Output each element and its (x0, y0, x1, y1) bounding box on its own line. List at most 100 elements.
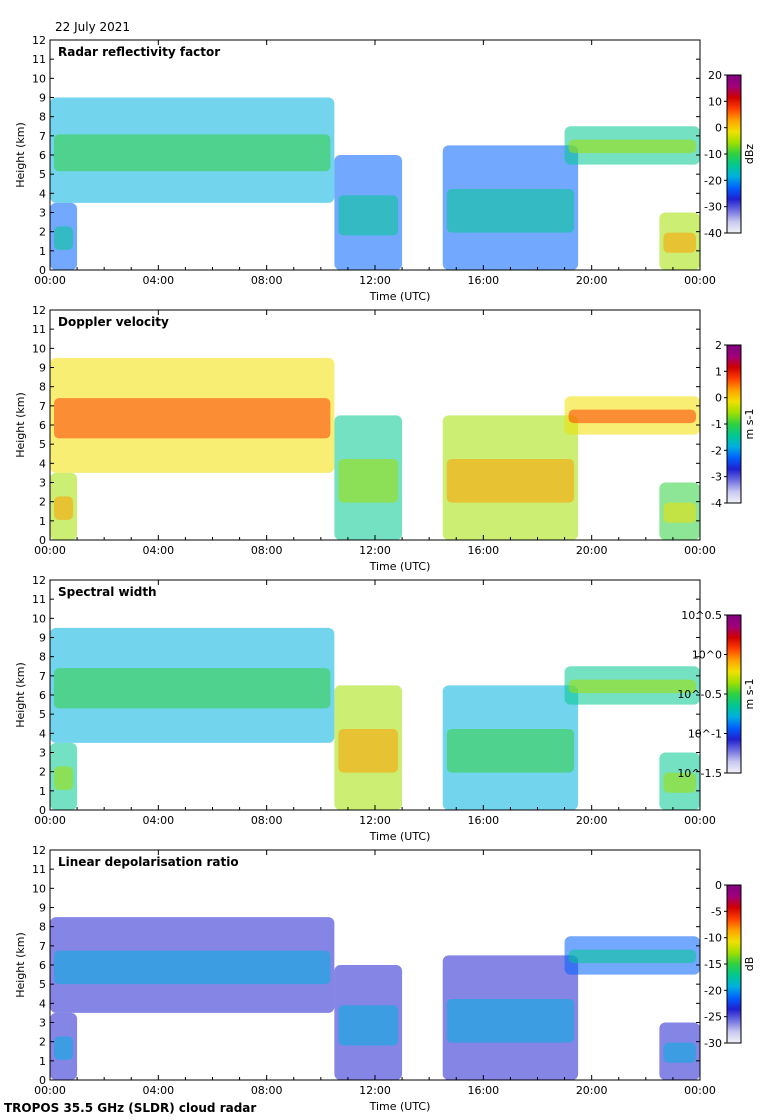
colorbar-tick-label: -2 (711, 444, 722, 457)
colorbar-tick-label: 20 (708, 69, 722, 82)
x-tick-label: 16:00 (467, 1084, 499, 1097)
y-tick-label: 6 (39, 959, 46, 972)
echo-core (54, 134, 331, 172)
x-tick-label: 20:00 (576, 274, 608, 287)
colorbar-tick-label: -10 (704, 148, 722, 161)
echo-core (663, 1042, 696, 1063)
panel-title: Linear depolarisation ratio (58, 855, 239, 869)
echo-core (446, 459, 575, 503)
y-tick-label: 11 (32, 323, 46, 336)
y-tick-label: 4 (39, 997, 46, 1010)
instrument-label: TROPOS 35.5 GHz (SLDR) cloud radar (4, 1101, 257, 1115)
y-tick-label: 7 (39, 940, 46, 953)
date-label: 22 July 2021 (55, 20, 131, 34)
y-tick-label: 4 (39, 727, 46, 740)
y-axis-label: Height (km) (14, 662, 27, 728)
x-tick-label: 16:00 (467, 544, 499, 557)
colorbar-tick-label: -4 (711, 497, 722, 510)
colorbar (726, 614, 742, 774)
colorbar (726, 884, 742, 1044)
x-tick-label: 04:00 (142, 814, 174, 827)
y-tick-label: 11 (32, 593, 46, 606)
x-tick-label: 08:00 (251, 1084, 283, 1097)
y-tick-label: 5 (39, 168, 46, 181)
colorbar-tick-label: 10^-1 (688, 728, 722, 741)
y-tick-label: 1 (39, 1055, 46, 1068)
colorbar-tick-label: -1 (711, 418, 722, 431)
colorbar-tick-label: -3 (711, 471, 722, 484)
colorbar-tick-label: 10^-1.5 (677, 767, 722, 780)
colorbar (726, 74, 742, 234)
y-tick-label: 3 (39, 477, 46, 490)
y-tick-label: 1 (39, 245, 46, 258)
y-axis-label: Height (km) (14, 392, 27, 458)
colorbar-tick-label: 0 (715, 392, 722, 405)
y-tick-label: 12 (32, 34, 46, 47)
echo-core (338, 195, 399, 236)
x-tick-label: 16:00 (467, 814, 499, 827)
colorbar-tick-label: -30 (704, 1037, 722, 1050)
y-tick-label: 10 (32, 882, 46, 895)
y-tick-label: 3 (39, 207, 46, 220)
x-tick-label: 00:00 (684, 1084, 716, 1097)
x-tick-label: 16:00 (467, 274, 499, 287)
x-tick-label: 08:00 (251, 814, 283, 827)
colorbar-tick-label: 10^-0.5 (677, 688, 722, 701)
x-tick-label: 12:00 (359, 544, 391, 557)
colorbar-tick-label: -40 (704, 227, 722, 240)
colorbar-tick-label: -20 (704, 984, 722, 997)
y-tick-label: 8 (39, 651, 46, 664)
y-tick-label: 1 (39, 785, 46, 798)
y-tick-label: 9 (39, 902, 46, 915)
y-tick-label: 7 (39, 400, 46, 413)
colorbar (726, 344, 742, 504)
x-tick-label: 00:00 (34, 544, 66, 557)
x-tick-label: 12:00 (359, 814, 391, 827)
x-tick-label: 12:00 (359, 274, 391, 287)
y-tick-label: 4 (39, 187, 46, 200)
x-tick-label: 04:00 (142, 1084, 174, 1097)
x-tick-label: 00:00 (34, 814, 66, 827)
echo-core (54, 1036, 74, 1060)
x-tick-label: 08:00 (251, 544, 283, 557)
y-tick-label: 10 (32, 612, 46, 625)
y-tick-label: 6 (39, 689, 46, 702)
colorbar-label: m s-1 (743, 679, 756, 710)
echo-core (54, 398, 331, 439)
y-tick-label: 12 (32, 574, 46, 587)
y-tick-label: 2 (39, 766, 46, 779)
colorbar-label: m s-1 (743, 409, 756, 440)
x-tick-label: 20:00 (576, 1084, 608, 1097)
echo-core (446, 189, 575, 233)
colorbar-tick-label: 2 (715, 339, 722, 352)
y-tick-label: 11 (32, 863, 46, 876)
colorbar-tick-label: 10^0 (692, 649, 722, 662)
x-axis-label: Time (UTC) (369, 1100, 431, 1113)
y-tick-label: 2 (39, 226, 46, 239)
echo-core (568, 139, 696, 154)
y-tick-label: 0 (39, 1074, 46, 1087)
echo-core (338, 459, 399, 503)
y-tick-label: 1 (39, 515, 46, 528)
colorbar-label: dBz (743, 144, 756, 165)
panel-title: Doppler velocity (58, 315, 169, 329)
colorbar-tick-label: 0 (715, 879, 722, 892)
echo-core (568, 949, 696, 964)
panel-title: Radar reflectivity factor (58, 45, 220, 59)
x-axis-label: Time (UTC) (369, 560, 431, 573)
y-tick-label: 8 (39, 111, 46, 124)
y-tick-label: 0 (39, 804, 46, 817)
y-tick-label: 5 (39, 978, 46, 991)
echo-core (568, 409, 696, 424)
colorbar-tick-label: 0 (715, 122, 722, 135)
echo-core (338, 1005, 399, 1046)
echo-core (54, 226, 74, 250)
y-tick-label: 2 (39, 496, 46, 509)
y-tick-label: 9 (39, 362, 46, 375)
colorbar-tick-label: -5 (711, 905, 722, 918)
echo-core (663, 772, 696, 793)
y-tick-label: 0 (39, 534, 46, 547)
